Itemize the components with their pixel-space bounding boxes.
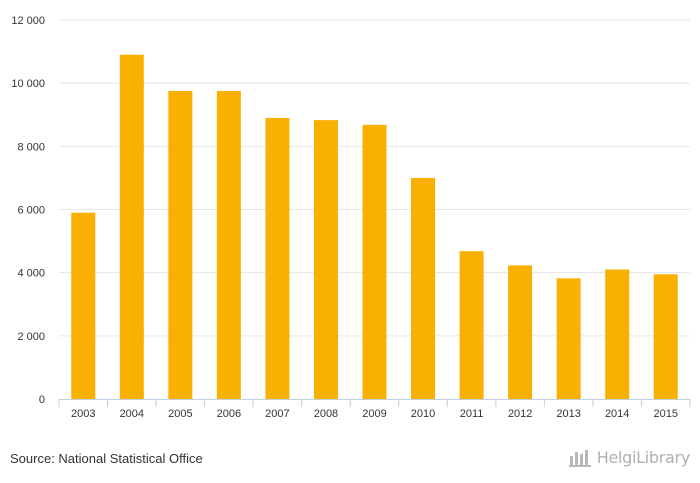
x-tick-label: 2008 <box>314 408 338 420</box>
bar <box>313 120 338 400</box>
bar <box>362 124 387 400</box>
y-tick-label: 12 000 <box>11 15 45 27</box>
x-tick-label: 2005 <box>168 408 192 420</box>
y-tick-label: 6 000 <box>17 205 45 217</box>
y-tick-label: 2 000 <box>17 331 45 343</box>
x-tick-label: 2011 <box>460 408 484 420</box>
bar <box>556 278 581 399</box>
x-axis <box>58 399 691 407</box>
y-tick-label: 0 <box>39 394 45 406</box>
bar <box>605 269 630 399</box>
x-tick-label: 2012 <box>508 408 532 420</box>
x-tick-label: 2006 <box>217 408 241 420</box>
brand-name: HelgiLibrary <box>596 448 691 467</box>
bar <box>119 54 144 400</box>
bar <box>216 91 241 399</box>
bars <box>71 54 678 400</box>
bar <box>459 251 484 399</box>
bar <box>168 91 193 399</box>
bar <box>265 117 290 399</box>
chart-footer: Source: National Statistical Office Helg… <box>0 440 700 483</box>
helgi-library-logo-icon <box>568 449 591 467</box>
y-tick-label: 4 000 <box>17 268 45 280</box>
x-tick-label: 2010 <box>411 408 435 420</box>
x-tick-label: 2014 <box>605 408 629 420</box>
x-tick-label: 2004 <box>120 408 144 420</box>
y-axis-labels: 0 2 000 4 000 6 000 8 000 10 000 12 000 <box>11 15 45 406</box>
x-tick-label: 2007 <box>265 408 289 420</box>
x-axis-labels: 2003 2004 2005 2006 2007 2008 2009 2010 2011 2012… <box>71 408 678 420</box>
y-tick-label: 8 000 <box>17 141 45 153</box>
x-tick-label: 2015 <box>653 408 677 420</box>
x-tick-label: 2013 <box>556 408 580 420</box>
y-tick-label: 10 000 <box>11 78 45 90</box>
bar <box>71 212 96 399</box>
bar <box>508 265 533 399</box>
brand-logo: HelgiLibrary <box>568 448 691 467</box>
bar <box>653 274 678 399</box>
source-note: Source: National Statistical Office <box>10 451 203 466</box>
bar <box>411 177 436 399</box>
x-tick-label: 2003 <box>71 408 95 420</box>
x-tick-label: 2009 <box>362 408 386 420</box>
